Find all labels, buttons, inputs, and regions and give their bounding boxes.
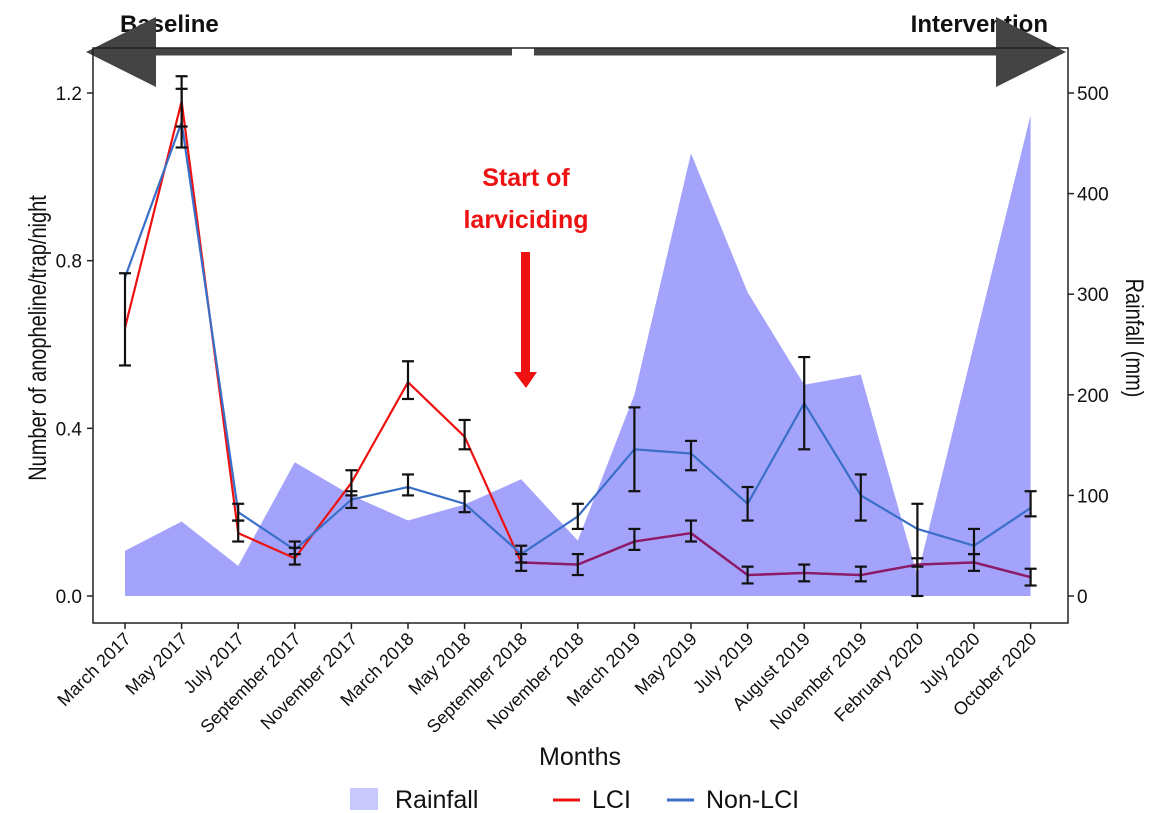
y2-tick-label: 400 bbox=[1077, 185, 1109, 206]
non-lci-line bbox=[123, 121, 1032, 556]
x-axis-title: Months bbox=[539, 743, 621, 771]
lci-errorbar bbox=[1024, 567, 1037, 587]
y-tick-label: 1.2 bbox=[56, 84, 82, 105]
y2-tick-label: 500 bbox=[1077, 84, 1109, 105]
x-tick-label: March 2017 bbox=[53, 629, 134, 710]
non-lci-errorbar bbox=[685, 439, 697, 472]
y2-tick-label: 100 bbox=[1077, 486, 1109, 507]
lci-errorbar bbox=[458, 418, 471, 451]
legend-nonlci-label: Non-LCI bbox=[706, 786, 799, 813]
plot-border bbox=[92, 47, 1069, 624]
y2-tick-label: 200 bbox=[1077, 386, 1109, 407]
non-lci-errorbar bbox=[119, 272, 131, 367]
non-lci-errorbar bbox=[571, 502, 584, 531]
legend-lci-label: LCI bbox=[592, 786, 631, 813]
non-lci-errorbar bbox=[911, 502, 924, 598]
x-tick-label: May 2019 bbox=[631, 629, 701, 699]
non-lci-errorbar bbox=[515, 544, 528, 564]
lci-errorbar bbox=[571, 552, 584, 577]
non-lci-errorbar bbox=[854, 473, 867, 522]
x-tick-label: May 2017 bbox=[121, 629, 191, 699]
non-lci-errorbar bbox=[402, 473, 414, 497]
x-tick-label: November 2017 bbox=[257, 629, 362, 734]
intervention-label: Intervention bbox=[911, 11, 1048, 38]
lci-errorbar bbox=[402, 360, 414, 401]
non-lci-errorbar bbox=[798, 355, 811, 451]
x-tick-label: September 2017 bbox=[196, 629, 304, 737]
lci-errorbar bbox=[628, 527, 641, 551]
legend: Rainfall LCI Non-LCI bbox=[350, 786, 799, 813]
start-arrow-head bbox=[514, 372, 537, 388]
y-tick-label: 0.8 bbox=[56, 252, 82, 273]
y-tick-label: 0.4 bbox=[56, 419, 83, 440]
non-lci-errorbar bbox=[968, 527, 980, 556]
non-lci-errorbar bbox=[741, 485, 754, 522]
non-lci-errorbar bbox=[345, 490, 358, 510]
y-axis-title: Number of anopheline/trap/night bbox=[24, 195, 52, 481]
start-annotation-line1: Start of bbox=[482, 164, 570, 192]
lci-errorbar bbox=[854, 565, 867, 583]
y-tick-label: 0.0 bbox=[56, 587, 82, 608]
start-annotation-line2: larviciding bbox=[463, 206, 588, 234]
non-lci-errorbar bbox=[175, 87, 188, 149]
start-arrow-shaft bbox=[521, 252, 530, 372]
baseline-label: Baseline bbox=[120, 11, 219, 38]
lci-line-overlap bbox=[521, 531, 1031, 579]
non-lci-errorbar bbox=[288, 540, 301, 556]
x-tick-label: September 2018 bbox=[423, 629, 531, 737]
non-lci-errorbar bbox=[628, 406, 641, 493]
legend-rainfall-label: Rainfall bbox=[395, 786, 478, 813]
non-lci-errorbar bbox=[458, 490, 471, 514]
lci-errorbar bbox=[798, 563, 811, 583]
non-lci-errorbar bbox=[1024, 490, 1037, 518]
x-tick-label: November 2018 bbox=[483, 629, 588, 734]
y2-tick-label: 300 bbox=[1077, 285, 1109, 306]
x-tick-label: November 2019 bbox=[766, 629, 871, 734]
y2-axis-title: Rainfall (mm) bbox=[1120, 279, 1148, 398]
legend-rainfall-swatch bbox=[350, 788, 378, 810]
lci-errorbar bbox=[685, 519, 697, 543]
lci-errorbar bbox=[232, 519, 245, 543]
y2-tick-label: 0 bbox=[1077, 587, 1088, 608]
lci-errorbar bbox=[741, 565, 754, 585]
rainfall-area bbox=[125, 115, 1031, 596]
non-lci-errorbar bbox=[232, 502, 245, 522]
